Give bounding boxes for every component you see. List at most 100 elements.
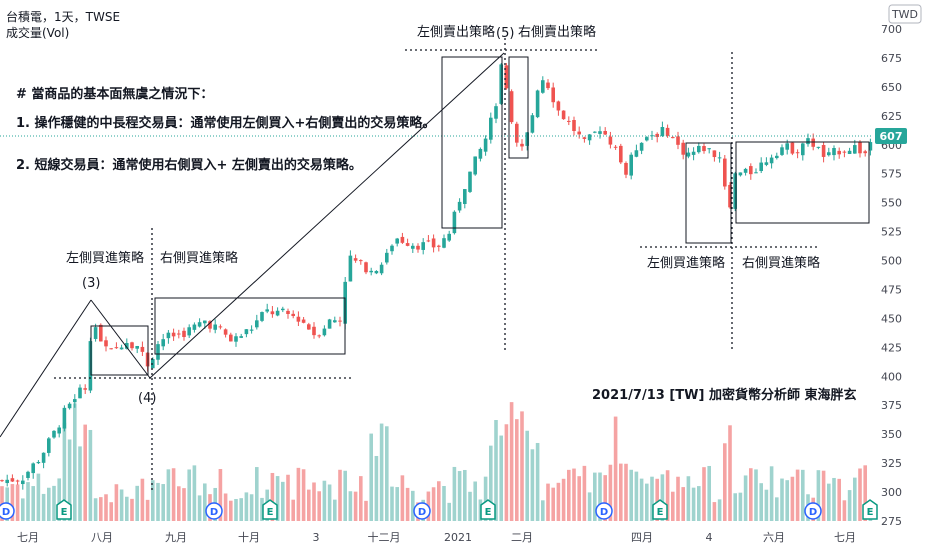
volume-bar: [624, 463, 628, 521]
volume-bar: [21, 498, 25, 521]
y-tick-label: 300: [881, 486, 902, 499]
candle-body: [457, 201, 462, 211]
candle-body: [821, 145, 826, 157]
earnings-badge-label: E: [657, 507, 664, 518]
volume-bar: [691, 487, 696, 521]
earnings-badge[interactable]: [262, 499, 278, 520]
candle-body: [665, 127, 670, 136]
rule-2: 2. 短線交易員：通常使用右側買入+ 左側賣出的交易策略。: [16, 157, 362, 173]
volume-bar: [275, 476, 280, 521]
candle-body: [47, 438, 51, 453]
candle-body: [275, 310, 280, 316]
volume-bar: [863, 465, 867, 521]
volume-bar: [15, 484, 20, 521]
volume-bar: [447, 502, 451, 521]
label-wave-3: (3): [82, 276, 100, 291]
volume-bar: [374, 455, 379, 521]
candle-body: [171, 332, 176, 337]
dividend-badge[interactable]: [0, 502, 15, 520]
candle-body: [83, 388, 87, 390]
dividend-badge[interactable]: [413, 502, 431, 520]
volume-bar: [556, 482, 561, 521]
volume-bar: [587, 492, 592, 521]
candle-body: [509, 91, 514, 123]
volume-bar: [338, 469, 342, 521]
candle-body: [671, 137, 675, 139]
earnings-badge[interactable]: [652, 499, 668, 520]
candle-body: [468, 171, 472, 192]
y-tick-label: 500: [881, 255, 902, 268]
candle-body: [223, 329, 228, 335]
volume-bar: [749, 468, 753, 521]
volume-bar: [281, 481, 285, 521]
candle-body: [369, 270, 373, 273]
volume-bar: [431, 487, 436, 521]
candle-body: [99, 324, 103, 342]
dividend-badge[interactable]: [595, 502, 613, 520]
candle-body: [504, 65, 509, 89]
volume-bar: [613, 416, 618, 521]
candle-body: [307, 324, 311, 330]
candle-body: [806, 138, 810, 145]
dividend-badge[interactable]: [205, 502, 223, 520]
volume-bar: [62, 422, 67, 521]
x-tick-label: 2021: [444, 531, 472, 544]
candle-body: [639, 142, 644, 151]
candle-body: [52, 430, 56, 438]
candle-body: [338, 320, 342, 322]
dividend-badge[interactable]: [804, 502, 822, 520]
candle-body: [489, 117, 493, 140]
candle-body: [281, 308, 285, 311]
volume-bar: [473, 481, 477, 521]
earnings-badge-label: E: [267, 507, 274, 518]
candle-body: [390, 245, 394, 252]
candle-body: [140, 346, 145, 352]
earnings-badge[interactable]: [862, 499, 878, 520]
volume-bar: [785, 480, 789, 521]
volume-bar: [717, 499, 722, 521]
volume-bar: [442, 485, 446, 521]
earnings-badge[interactable]: [480, 499, 496, 520]
currency-button[interactable]: TWD: [888, 4, 922, 24]
candle-body: [827, 152, 831, 156]
volume-bar: [759, 483, 763, 521]
candle-body: [411, 245, 415, 249]
candle-body: [187, 327, 191, 336]
volume-bar: [452, 466, 457, 521]
volume-bar: [769, 466, 774, 521]
x-tick-label: 四月: [631, 531, 653, 544]
volume-bar: [333, 499, 337, 521]
candle-body: [416, 245, 420, 250]
volume-bar: [348, 491, 353, 521]
volume-bar: [645, 483, 649, 521]
volume-bar: [795, 469, 800, 521]
candle-body: [452, 211, 457, 234]
candle-body: [676, 136, 680, 145]
label-left-sell: 左側賣出策略: [417, 24, 495, 40]
volume-bar: [10, 484, 15, 521]
candle-body: [473, 156, 477, 175]
volume-bar: [93, 498, 98, 521]
earnings-badge[interactable]: [56, 499, 72, 520]
last-price-value: 607: [880, 130, 903, 143]
candle-body: [73, 399, 77, 403]
volume-bar: [151, 480, 155, 521]
volume-bar: [764, 489, 769, 521]
volume-bar: [296, 467, 301, 521]
volume-bar: [239, 498, 243, 521]
candle-body: [244, 329, 249, 335]
volume-bar: [322, 480, 327, 521]
volume-bar: [307, 489, 311, 521]
volume-bar: [312, 482, 316, 521]
y-tick-label: 650: [881, 81, 902, 94]
candle-body: [156, 344, 160, 360]
label-wave-5: (5): [496, 26, 514, 41]
candle-body: [811, 138, 815, 147]
candle-body: [816, 146, 821, 148]
y-tick-label: 675: [881, 52, 902, 65]
candle-body: [541, 80, 545, 93]
candle-body: [764, 162, 769, 165]
volume-bar: [78, 446, 82, 521]
x-tick-label: 4: [706, 531, 713, 544]
candle-body: [104, 340, 108, 347]
